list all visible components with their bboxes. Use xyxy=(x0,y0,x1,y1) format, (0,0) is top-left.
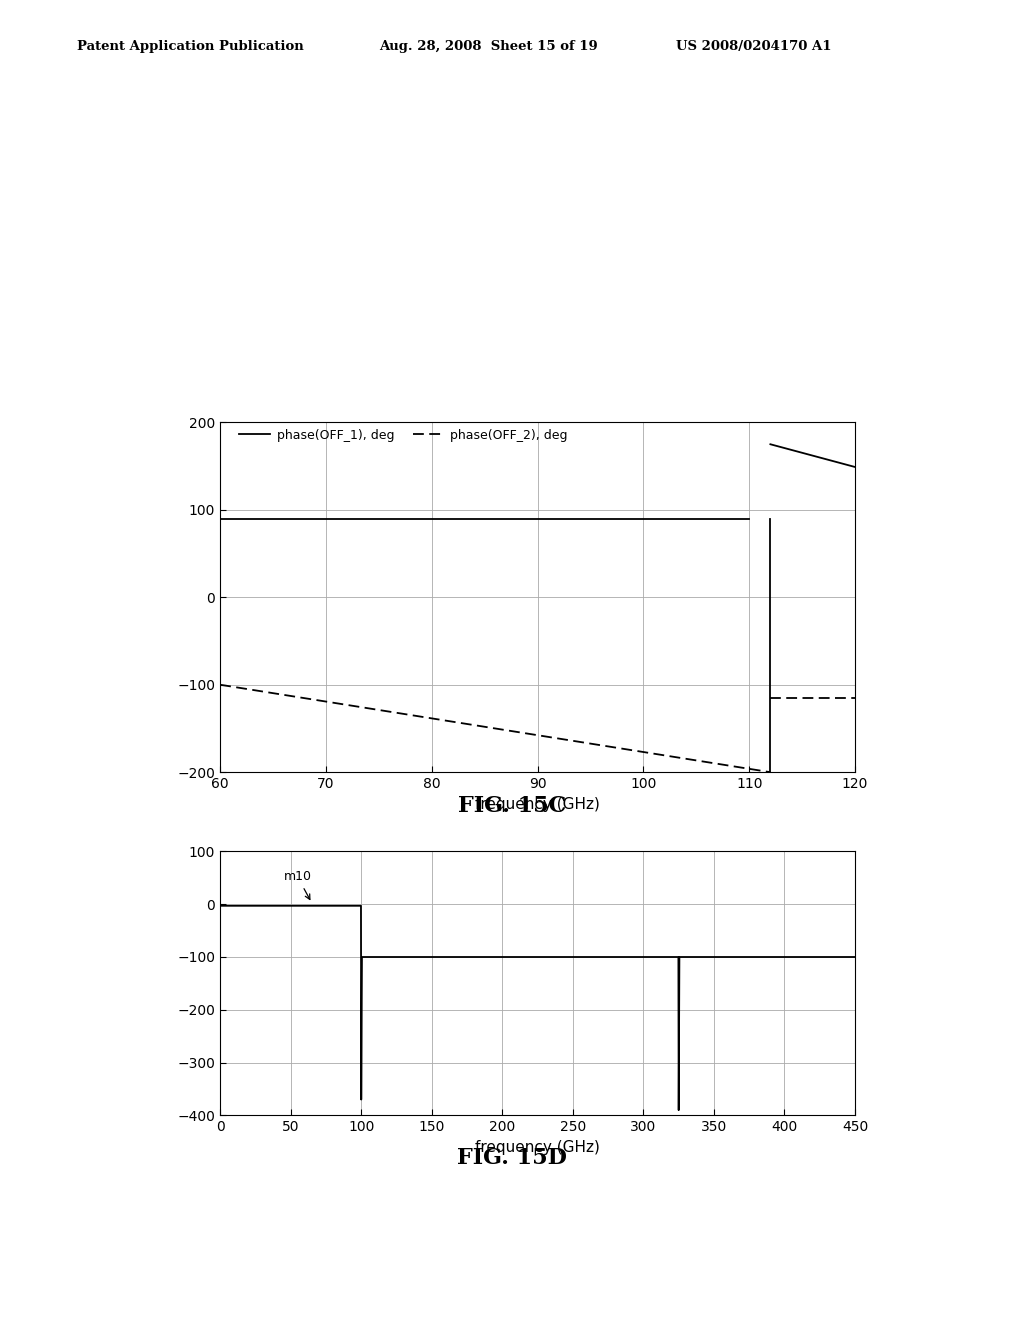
Text: Aug. 28, 2008  Sheet 15 of 19: Aug. 28, 2008 Sheet 15 of 19 xyxy=(379,40,598,53)
X-axis label: frequency (GHz): frequency (GHz) xyxy=(475,796,600,812)
Text: m10: m10 xyxy=(284,870,311,899)
Legend: phase(OFF_1), deg, phase(OFF_2), deg: phase(OFF_1), deg, phase(OFF_2), deg xyxy=(240,429,568,442)
Text: FIG. 15D: FIG. 15D xyxy=(457,1147,567,1170)
Text: Patent Application Publication: Patent Application Publication xyxy=(77,40,303,53)
X-axis label: frequency (GHz): frequency (GHz) xyxy=(475,1139,600,1155)
Text: FIG. 15C: FIG. 15C xyxy=(458,795,566,817)
Text: US 2008/0204170 A1: US 2008/0204170 A1 xyxy=(676,40,831,53)
